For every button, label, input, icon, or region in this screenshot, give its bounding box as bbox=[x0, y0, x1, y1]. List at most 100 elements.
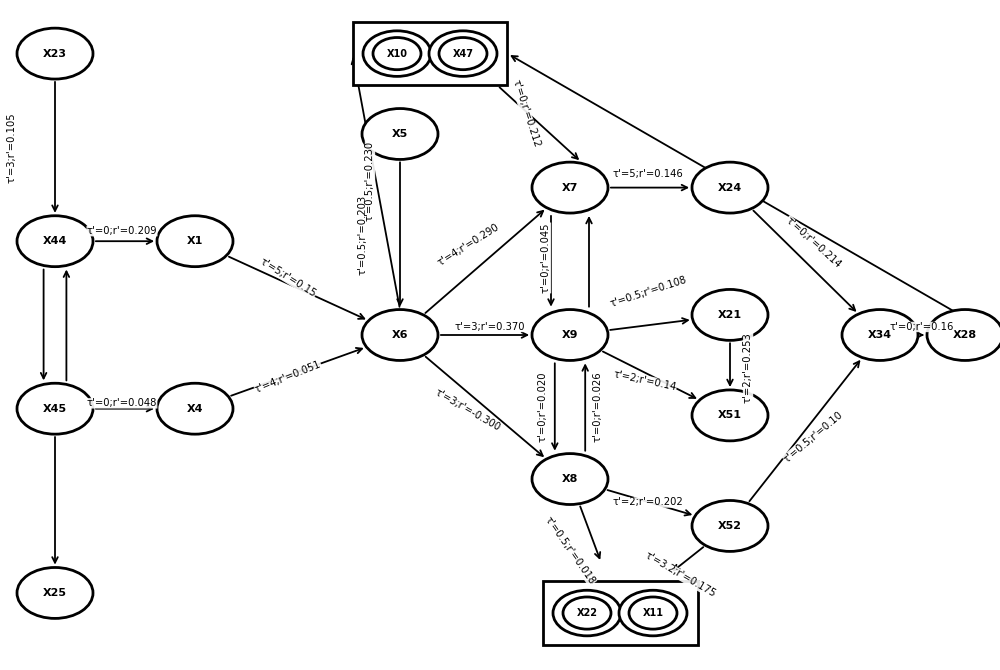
FancyArrowPatch shape bbox=[41, 269, 46, 379]
Text: τ'=0;r'=0.16: τ'=0;r'=0.16 bbox=[890, 322, 954, 332]
Circle shape bbox=[373, 38, 421, 70]
Text: τ'=3;r'=0.105: τ'=3;r'=0.105 bbox=[7, 112, 17, 183]
Circle shape bbox=[619, 590, 687, 636]
Text: τ'=0;r'=0.214: τ'=0;r'=0.214 bbox=[783, 215, 843, 270]
Circle shape bbox=[17, 216, 93, 267]
Circle shape bbox=[532, 310, 608, 360]
Text: τ'=4;r'=0.051: τ'=4;r'=0.051 bbox=[253, 359, 323, 395]
Text: τ'=0.5;r'=0.230: τ'=0.5;r'=0.230 bbox=[365, 141, 375, 221]
FancyArrowPatch shape bbox=[749, 361, 859, 501]
Circle shape bbox=[362, 310, 438, 360]
FancyArrowPatch shape bbox=[426, 356, 543, 456]
FancyArrowPatch shape bbox=[580, 507, 600, 558]
FancyArrowPatch shape bbox=[397, 162, 403, 305]
Circle shape bbox=[692, 390, 768, 441]
Circle shape bbox=[692, 162, 768, 213]
FancyArrowPatch shape bbox=[607, 490, 691, 515]
FancyArrowPatch shape bbox=[548, 216, 554, 305]
Text: X5: X5 bbox=[392, 129, 408, 139]
Text: τ'=3.2;r'=0.175: τ'=3.2;r'=0.175 bbox=[643, 551, 717, 599]
Circle shape bbox=[362, 109, 438, 159]
Text: τ'=3;r'=0.370: τ'=3;r'=0.370 bbox=[455, 322, 525, 332]
FancyArrowPatch shape bbox=[603, 352, 695, 398]
Circle shape bbox=[842, 310, 918, 360]
Text: X9: X9 bbox=[562, 330, 578, 340]
FancyArrowPatch shape bbox=[96, 239, 152, 244]
Text: τ'=0;r'=0.045: τ'=0;r'=0.045 bbox=[541, 222, 551, 293]
FancyBboxPatch shape bbox=[542, 581, 698, 645]
FancyArrowPatch shape bbox=[727, 343, 733, 385]
FancyArrowPatch shape bbox=[52, 82, 58, 211]
Text: X34: X34 bbox=[868, 330, 892, 340]
Text: X23: X23 bbox=[43, 49, 67, 58]
FancyArrowPatch shape bbox=[674, 547, 703, 570]
FancyArrowPatch shape bbox=[500, 87, 578, 159]
Circle shape bbox=[363, 31, 431, 76]
Text: τ'=0.5;r'=0.203: τ'=0.5;r'=0.203 bbox=[358, 194, 368, 275]
Circle shape bbox=[553, 590, 621, 636]
Circle shape bbox=[532, 162, 608, 213]
Circle shape bbox=[17, 28, 93, 79]
Text: X44: X44 bbox=[43, 237, 67, 246]
Text: τ'=3;r'=-0.300: τ'=3;r'=-0.300 bbox=[433, 387, 503, 433]
Circle shape bbox=[927, 310, 1000, 360]
Circle shape bbox=[17, 383, 93, 434]
FancyArrowPatch shape bbox=[352, 58, 399, 307]
FancyArrowPatch shape bbox=[753, 210, 855, 311]
Circle shape bbox=[563, 597, 611, 629]
FancyArrowPatch shape bbox=[52, 437, 58, 563]
FancyArrowPatch shape bbox=[552, 363, 558, 449]
Text: τ'=4;r'=0.290: τ'=4;r'=0.290 bbox=[435, 222, 501, 267]
Text: τ'=5;r'=0.15: τ'=5;r'=0.15 bbox=[258, 257, 318, 299]
Text: X28: X28 bbox=[953, 330, 977, 340]
Text: X22: X22 bbox=[576, 608, 598, 618]
Text: X24: X24 bbox=[718, 183, 742, 192]
Circle shape bbox=[532, 454, 608, 505]
Text: τ'=0;r'=0.048: τ'=0;r'=0.048 bbox=[87, 399, 157, 408]
Text: X45: X45 bbox=[43, 404, 67, 413]
Text: τ'=0.5;r'=0.10: τ'=0.5;r'=0.10 bbox=[781, 409, 845, 464]
Text: X10: X10 bbox=[386, 49, 408, 58]
Circle shape bbox=[629, 597, 677, 629]
Text: τ'=0.5;r'=0.108: τ'=0.5;r'=0.108 bbox=[608, 274, 688, 309]
Text: X4: X4 bbox=[187, 404, 203, 413]
Text: X8: X8 bbox=[562, 474, 578, 484]
Text: X25: X25 bbox=[43, 588, 67, 598]
Circle shape bbox=[157, 383, 233, 434]
FancyArrowPatch shape bbox=[425, 211, 543, 313]
Text: τ'=2;r'=0.202: τ'=2;r'=0.202 bbox=[613, 498, 683, 507]
Text: X7: X7 bbox=[562, 183, 578, 192]
Text: X11: X11 bbox=[642, 608, 664, 618]
FancyArrowPatch shape bbox=[611, 185, 687, 190]
FancyArrowPatch shape bbox=[582, 365, 588, 451]
Circle shape bbox=[692, 500, 768, 551]
FancyArrowPatch shape bbox=[586, 218, 592, 307]
Text: X47: X47 bbox=[452, 49, 474, 58]
Text: X6: X6 bbox=[392, 330, 408, 340]
Circle shape bbox=[439, 38, 487, 70]
FancyArrowPatch shape bbox=[917, 332, 922, 338]
Text: τ'=0;r'=0.026: τ'=0;r'=0.026 bbox=[593, 371, 603, 442]
Text: X21: X21 bbox=[718, 310, 742, 320]
Text: X52: X52 bbox=[718, 521, 742, 531]
Circle shape bbox=[17, 567, 93, 618]
Text: τ'=0;r'=0.212: τ'=0;r'=0.212 bbox=[510, 78, 542, 149]
Text: X51: X51 bbox=[718, 411, 742, 420]
Circle shape bbox=[429, 31, 497, 76]
FancyArrowPatch shape bbox=[441, 332, 527, 338]
FancyArrowPatch shape bbox=[64, 271, 69, 381]
FancyArrowPatch shape bbox=[96, 406, 152, 411]
Text: X1: X1 bbox=[187, 237, 203, 246]
Text: τ'=0.5;r'=0.018: τ'=0.5;r'=0.018 bbox=[543, 515, 597, 586]
Circle shape bbox=[157, 216, 233, 267]
Circle shape bbox=[692, 289, 768, 340]
FancyArrowPatch shape bbox=[229, 257, 364, 319]
FancyArrowPatch shape bbox=[610, 318, 688, 330]
Text: τ'=0;r'=0.020: τ'=0;r'=0.020 bbox=[538, 371, 548, 442]
Text: τ'=2;r'=0.253: τ'=2;r'=0.253 bbox=[743, 332, 753, 403]
Text: τ'=2;r'=0.14: τ'=2;r'=0.14 bbox=[612, 369, 678, 392]
FancyArrowPatch shape bbox=[231, 348, 362, 396]
FancyBboxPatch shape bbox=[352, 21, 507, 85]
Text: τ'=0;r'=0.209: τ'=0;r'=0.209 bbox=[87, 226, 157, 236]
Text: τ'=5;r'=0.146: τ'=5;r'=0.146 bbox=[613, 170, 683, 179]
